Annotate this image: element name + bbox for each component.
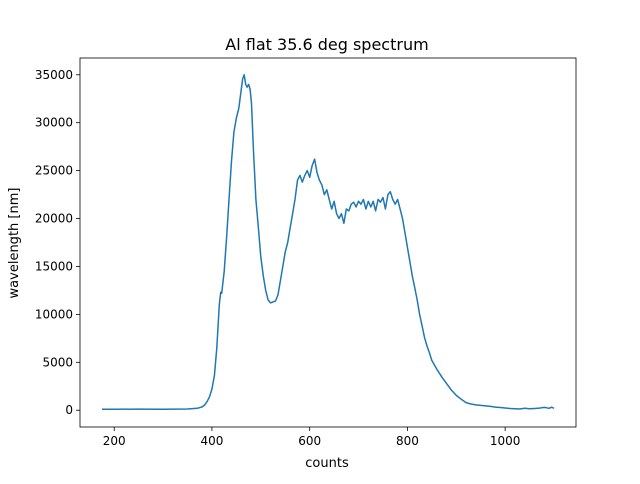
plot-area bbox=[102, 74, 555, 411]
x-tick-label: 1000 bbox=[490, 434, 521, 448]
y-tick-label: 30000 bbox=[35, 116, 73, 130]
y-tick-label: 10000 bbox=[35, 307, 73, 321]
y-tick-label: 5000 bbox=[42, 355, 73, 369]
y-tick-label: 25000 bbox=[35, 164, 73, 178]
axes: 200 400 600 800 1000050001000015000200002500… bbox=[35, 57, 577, 448]
y-tick-label: 35000 bbox=[35, 68, 73, 82]
x-tick-label: 600 bbox=[298, 434, 321, 448]
x-tick-label: 200 bbox=[103, 434, 126, 448]
series-line-0 bbox=[102, 74, 555, 411]
y-tick-label: 15000 bbox=[35, 259, 73, 273]
x-tick-label: 400 bbox=[200, 434, 223, 448]
y-axis-label: wavelength [nm] bbox=[7, 188, 22, 299]
plot-frame bbox=[79, 57, 577, 428]
chart-title: Al flat 35.6 deg spectrum bbox=[225, 35, 428, 54]
y-tick-label: 20000 bbox=[35, 212, 73, 226]
x-tick-label: 800 bbox=[396, 434, 419, 448]
y-tick-label: 0 bbox=[65, 403, 73, 417]
x-axis-label: counts bbox=[305, 456, 349, 471]
